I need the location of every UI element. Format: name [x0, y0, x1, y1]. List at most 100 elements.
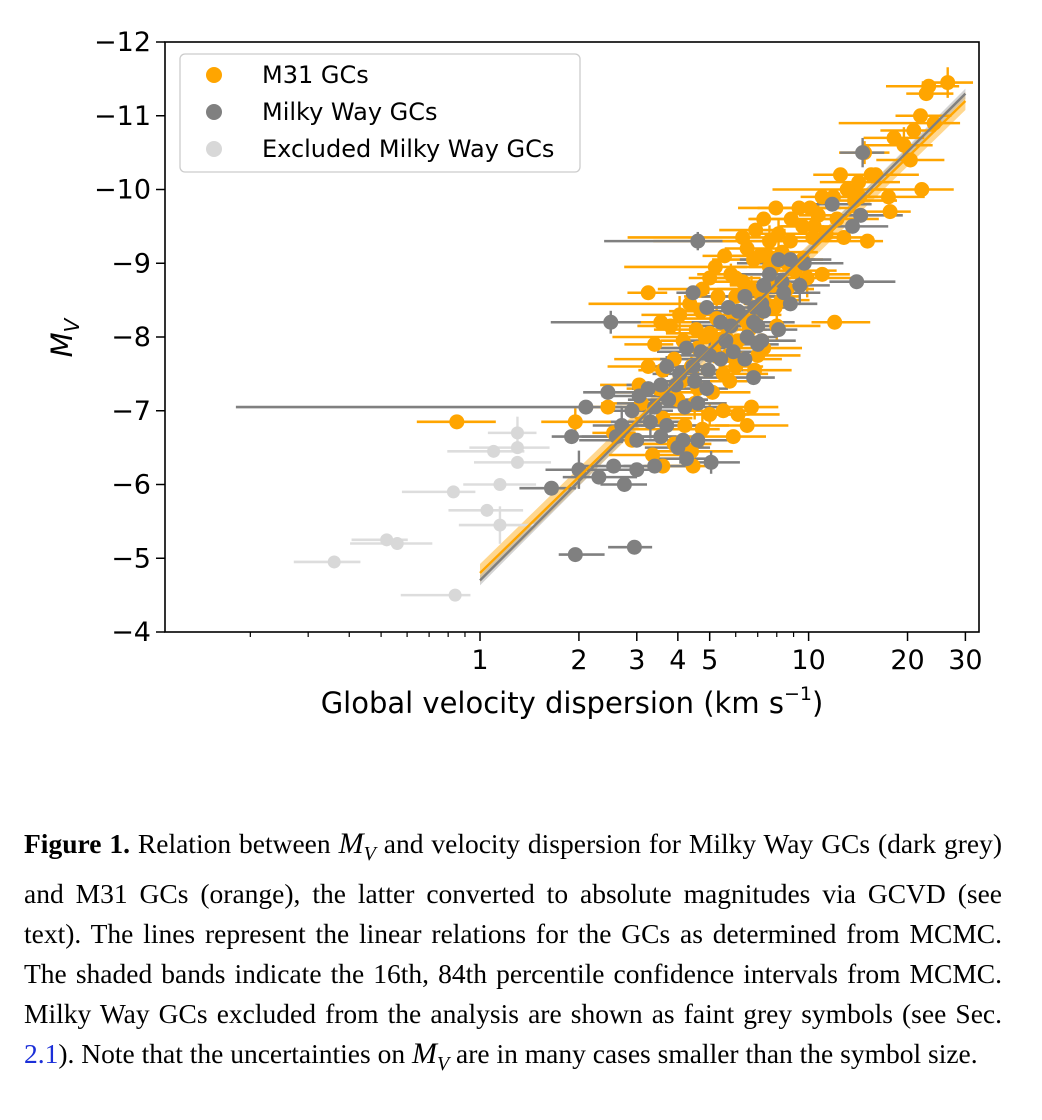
data-point — [795, 218, 811, 234]
data-point — [782, 296, 798, 312]
data-point — [720, 300, 736, 315]
data-point — [880, 189, 896, 205]
data-point — [678, 451, 694, 467]
x-axis-label: Global velocity dispersion (km s−1) — [321, 683, 824, 720]
data-point — [653, 314, 669, 330]
y-tick-label: −7 — [111, 396, 151, 427]
legend-marker-milky-way — [206, 104, 222, 120]
caption-text-3: ). Note that the uncertainties on — [58, 1038, 412, 1069]
data-point — [626, 539, 642, 555]
data-point — [761, 233, 777, 249]
x-tick-label: 4 — [669, 645, 686, 676]
data-point — [863, 167, 879, 183]
data-point — [510, 455, 524, 469]
data-point — [844, 218, 860, 234]
data-point — [600, 399, 616, 415]
legend-box — [179, 53, 581, 173]
data-point — [631, 388, 647, 404]
fit-lines — [479, 92, 967, 582]
y-tick-label: −12 — [94, 27, 151, 58]
legend-label-m31: M31 GCs — [262, 61, 369, 89]
x-axis: 1 2 3 4 5 10 20 30 — [249, 632, 983, 676]
data-point — [782, 252, 798, 268]
data-point — [739, 418, 755, 433]
data-point — [728, 270, 744, 286]
data-point — [487, 444, 501, 458]
x-tick-label: 1 — [471, 645, 488, 676]
caption-section-link[interactable]: 2.1 — [24, 1038, 59, 1069]
data-point — [940, 75, 956, 91]
data-point — [713, 351, 729, 367]
data-point — [882, 204, 898, 220]
caption-text-4: are in many cases smaller than the symbo… — [449, 1038, 978, 1069]
data-point — [591, 469, 607, 485]
data-point — [859, 233, 875, 249]
data-point — [606, 458, 622, 474]
data-point — [756, 277, 772, 293]
data-point — [902, 152, 918, 168]
data-point — [792, 277, 808, 293]
data-point — [914, 182, 930, 197]
y-tick-label: −9 — [111, 248, 151, 279]
data-point — [713, 314, 729, 330]
data-point — [851, 174, 867, 190]
legend-marker-excluded — [206, 141, 222, 157]
data-point — [748, 222, 764, 238]
data-point — [839, 182, 855, 197]
data-point — [647, 458, 663, 474]
data-point — [672, 307, 688, 323]
data-point — [771, 252, 787, 268]
data-point — [642, 414, 658, 430]
data-point — [493, 478, 507, 491]
data-point — [754, 333, 770, 349]
y-tick-label: −11 — [94, 101, 151, 132]
data-point — [564, 429, 580, 445]
data-point — [567, 414, 583, 430]
data-point — [697, 329, 713, 345]
data-point — [510, 426, 524, 440]
y-tick-label: −10 — [94, 175, 151, 206]
caption-text-1: Relation between — [129, 828, 339, 859]
data-point — [707, 259, 723, 275]
legend: M31 GCs Milky Way GCs Excluded Milky Way… — [179, 53, 581, 173]
data-point — [510, 441, 524, 455]
data-point — [832, 167, 848, 183]
data-point — [600, 384, 616, 400]
data-point — [752, 248, 768, 264]
data-point — [743, 399, 759, 415]
data-point — [446, 485, 460, 499]
data-point — [836, 229, 852, 245]
data-point — [750, 318, 766, 334]
data-point — [886, 130, 902, 146]
data-point — [912, 108, 928, 124]
data-point — [824, 196, 840, 212]
data-point — [659, 418, 675, 433]
data-point — [791, 200, 807, 216]
data-point — [614, 418, 630, 433]
data-point — [756, 211, 772, 227]
data-point — [653, 377, 669, 393]
data-point — [690, 233, 706, 249]
data-point — [578, 399, 594, 415]
legend-marker-m31 — [206, 67, 222, 83]
data-point — [670, 440, 686, 456]
caption-math-mv-1: MV — [338, 827, 376, 865]
fit-line — [479, 92, 967, 582]
y-axis-label: MV — [45, 317, 84, 357]
data-point — [678, 340, 694, 356]
legend-label-excluded: Excluded Milky Way GCs — [262, 135, 554, 163]
y-tick-label: −6 — [111, 470, 151, 501]
data-point — [782, 233, 798, 249]
data-point — [767, 300, 783, 315]
data-point — [802, 200, 818, 216]
y-axis: −12 −11 −10 −9 −8 −7 −6 −5 −4 — [94, 27, 165, 648]
data-point — [855, 145, 871, 161]
data-point — [737, 351, 753, 367]
data-point — [730, 406, 746, 422]
data-point — [918, 86, 934, 102]
data-point — [327, 555, 341, 569]
y-tick-label: −8 — [111, 322, 151, 353]
data-point — [390, 537, 404, 550]
data-point — [783, 211, 799, 227]
x-tick-label: 30 — [948, 645, 982, 676]
